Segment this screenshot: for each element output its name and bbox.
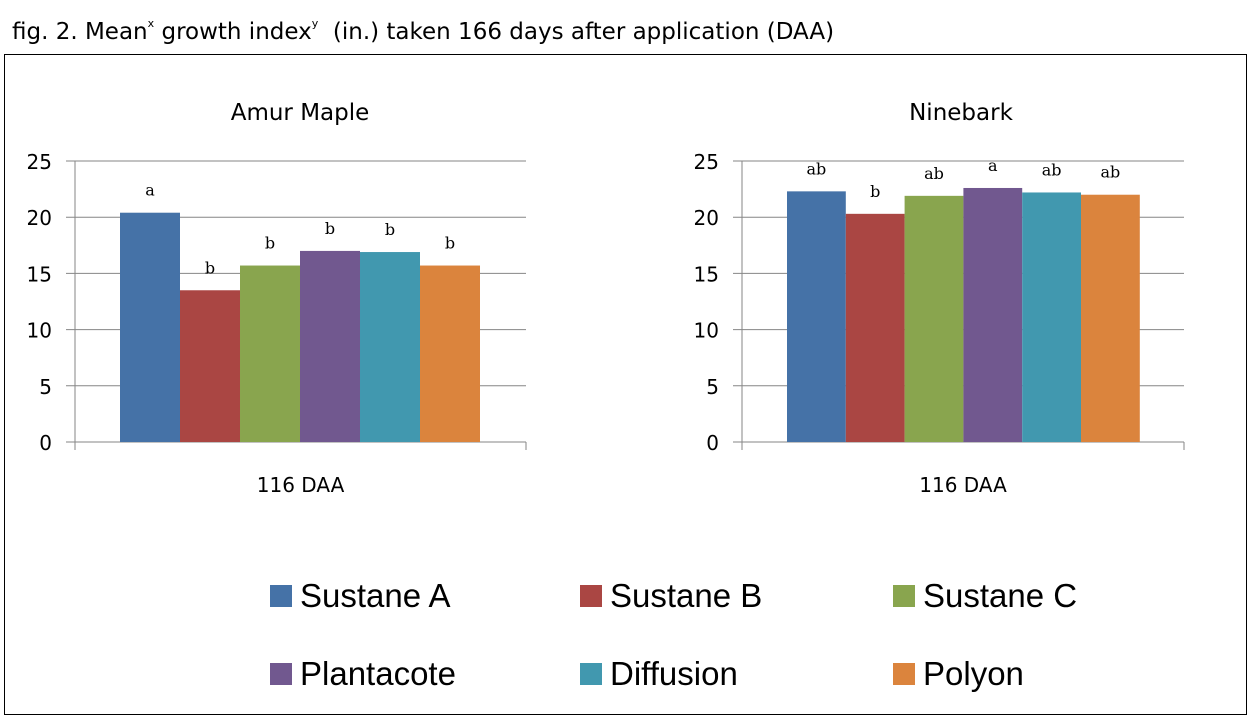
legend-item: Sustane B — [580, 577, 762, 615]
chart-title: Amur Maple — [231, 100, 370, 126]
legend-label: Sustane B — [610, 577, 763, 614]
legend-swatch — [893, 663, 915, 685]
bar — [787, 191, 846, 442]
y-tick-label: 5 — [706, 375, 719, 399]
data-label: b — [205, 258, 215, 277]
legend-item: Sustane C — [893, 577, 1077, 615]
bar — [360, 252, 420, 442]
legend-label: Plantacote — [300, 655, 456, 692]
data-label: ab — [807, 159, 827, 178]
legend-swatch — [580, 663, 602, 685]
bar — [845, 213, 905, 442]
data-label: a — [988, 156, 998, 175]
y-tick-label: 5 — [39, 375, 52, 399]
y-tick-label: 15 — [694, 262, 719, 286]
data-label: a — [145, 181, 155, 200]
data-label: b — [385, 220, 395, 239]
x-category-label: 116 DAA — [919, 473, 1007, 497]
y-tick-label: 25 — [694, 150, 719, 174]
legend-swatch — [893, 585, 915, 607]
y-tick-label: 10 — [694, 319, 719, 343]
legend-swatch — [270, 585, 292, 607]
y-tick-label: 0 — [39, 431, 52, 455]
bar — [1081, 194, 1140, 442]
figure-title-suffix: (in.) taken 166 days after application (… — [318, 19, 835, 45]
legend-label: Sustane C — [923, 577, 1078, 614]
legend-swatch — [580, 585, 602, 607]
y-tick-label: 20 — [694, 206, 719, 230]
bar — [904, 195, 964, 442]
data-label: b — [325, 219, 335, 238]
superscript-y: y — [311, 17, 319, 30]
data-label: b — [870, 182, 880, 201]
y-tick-label: 15 — [27, 262, 52, 286]
bar — [300, 250, 360, 442]
legend-item: Sustane A — [270, 577, 450, 615]
data-label: ab — [1101, 163, 1121, 182]
bar — [120, 212, 180, 442]
x-category-label: 116 DAA — [257, 473, 345, 497]
legend-item: Plantacote — [270, 655, 456, 693]
data-label: ab — [1042, 160, 1062, 179]
legend-label: Sustane A — [300, 577, 451, 614]
legend-label: Polyon — [923, 655, 1024, 692]
figure-title: fig. 2. Meanx growth indexy (in.) taken … — [12, 8, 834, 48]
y-tick-label: 10 — [27, 319, 52, 343]
y-tick-label: 0 — [706, 431, 719, 455]
y-tick-label: 20 — [27, 206, 52, 230]
bar — [180, 290, 240, 442]
data-label: b — [265, 234, 275, 253]
figure-title-mid: growth index — [154, 19, 312, 45]
legend-swatch — [270, 663, 292, 685]
chart-title: Ninebark — [909, 100, 1013, 126]
bar — [963, 187, 1023, 442]
legend-label: Diffusion — [610, 655, 738, 692]
legend-item: Diffusion — [580, 655, 738, 693]
data-label: ab — [924, 164, 944, 183]
bar — [1022, 192, 1081, 442]
bar — [420, 265, 480, 442]
figure-title-prefix: fig. 2. Mean — [12, 19, 148, 45]
data-label: b — [445, 234, 455, 253]
bar — [240, 265, 300, 442]
chart-frame — [4, 54, 1247, 715]
legend-item: Polyon — [893, 655, 1024, 693]
superscript-x: x — [147, 17, 155, 30]
y-tick-label: 25 — [27, 150, 52, 174]
